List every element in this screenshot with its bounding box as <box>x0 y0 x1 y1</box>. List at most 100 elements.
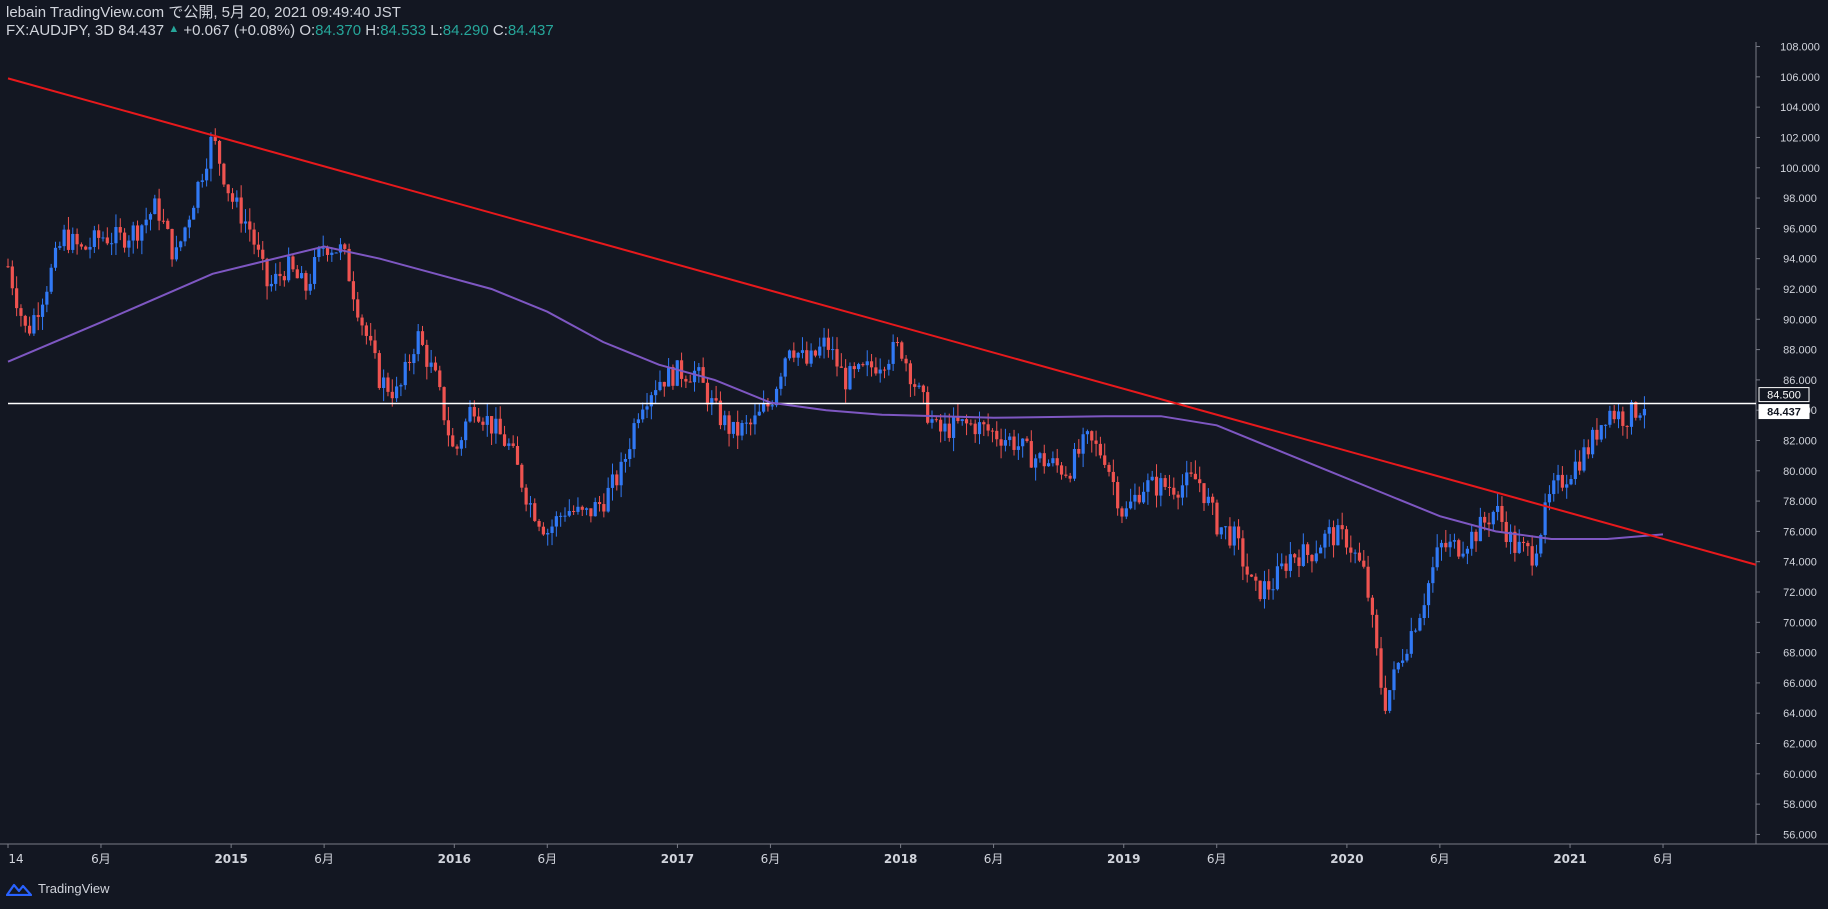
candle-body <box>567 511 571 516</box>
candle-body <box>869 361 874 368</box>
candle-body <box>338 244 343 253</box>
up-triangle-icon: ▲ <box>168 23 180 35</box>
candle-body <box>1383 687 1387 711</box>
candle-body <box>593 502 597 517</box>
candle-body <box>1375 614 1379 649</box>
candle-body <box>1388 690 1392 711</box>
candle-body <box>1435 547 1439 568</box>
candle-body <box>1042 453 1046 467</box>
candle-body <box>619 461 623 486</box>
candle-body <box>796 352 800 358</box>
candle-body <box>351 281 356 300</box>
candle-body <box>766 403 770 407</box>
candle-body <box>969 423 973 425</box>
footer: TradingView <box>6 881 110 896</box>
candle-body <box>75 233 79 245</box>
candle-body <box>1534 553 1539 566</box>
candle-body <box>325 247 330 255</box>
candlesticks <box>6 128 1647 715</box>
x-tick-label: 6月 <box>537 852 557 866</box>
candle-body <box>1077 448 1081 454</box>
candle-body <box>1543 502 1547 535</box>
y-tick-label: 64.000 <box>1783 708 1817 720</box>
candle-body <box>312 257 317 284</box>
candle-body <box>1444 542 1448 548</box>
price-axis[interactable]: 56.000 58.000 60.000 62.000 64.000 66.000 68.0… <box>1756 42 1820 842</box>
candle-body <box>654 390 658 396</box>
candle-body <box>58 246 62 248</box>
candle-body <box>1603 424 1608 426</box>
candle-body <box>770 405 774 407</box>
candle-body <box>1349 547 1353 553</box>
candle-body <box>1267 581 1271 590</box>
candle-body <box>1129 501 1133 509</box>
candle-body <box>174 247 178 260</box>
candle-body <box>1275 566 1280 590</box>
candle-body <box>684 378 688 382</box>
candle-body <box>874 367 878 374</box>
candle-body <box>36 315 40 317</box>
candle-body <box>1280 563 1284 567</box>
candle-body <box>1068 475 1072 479</box>
candle-body <box>1500 505 1504 522</box>
candle-body <box>295 269 299 279</box>
candle-body <box>1185 472 1189 486</box>
y-tick-label: 98.000 <box>1783 193 1817 205</box>
y-tick-label: 72.000 <box>1783 587 1817 599</box>
candle-body <box>110 243 114 245</box>
x-tick-label: 6月 <box>984 852 1004 866</box>
candle-body <box>1211 496 1215 503</box>
candle-body <box>520 464 524 488</box>
candle-body <box>1301 544 1305 566</box>
price-label: 84.500 <box>1767 390 1801 402</box>
candle-body <box>1293 554 1297 558</box>
high-label: H: <box>365 22 381 39</box>
candle-body <box>1582 447 1586 471</box>
candle-body <box>481 421 485 425</box>
tradingview-logo-icon <box>6 883 32 896</box>
candle-body <box>1366 566 1370 598</box>
candle-body <box>416 331 420 355</box>
candle-body <box>1306 544 1310 555</box>
candle-body <box>606 487 610 512</box>
candle-body <box>939 419 943 432</box>
candle-body <box>986 424 990 431</box>
candle-body <box>148 214 153 220</box>
candle-body <box>1059 465 1064 475</box>
y-tick-label: 96.000 <box>1783 223 1817 235</box>
candle-body <box>274 273 278 284</box>
candle-body <box>563 515 567 517</box>
candle-body <box>1167 486 1172 488</box>
time-axis[interactable]: 14 6月 2015 6月 2016 6月 2017 6月 2018 6月 2019 6月 2020 6月… <box>7 844 1673 866</box>
candle-body <box>1288 554 1292 571</box>
candle-body <box>1159 478 1163 496</box>
candle-body <box>973 423 977 435</box>
candle-body <box>692 370 697 383</box>
candle-body <box>908 363 913 385</box>
candle-body <box>1599 425 1603 440</box>
candle-body <box>507 443 511 446</box>
last-price: 84.437 <box>118 22 165 39</box>
candle-body <box>170 228 174 260</box>
y-tick-label: 108.000 <box>1780 42 1820 54</box>
candle-body <box>489 416 494 434</box>
candle-body <box>464 421 468 441</box>
axes <box>0 42 1828 845</box>
symbol-label: FX:AUDJPY, 3D <box>6 22 115 39</box>
candle-body <box>757 411 761 416</box>
candle-body <box>1189 472 1193 474</box>
open-value: 84.370 <box>315 22 362 39</box>
x-tick-label: 14 <box>8 852 23 866</box>
candle-body <box>179 241 183 248</box>
candle-body <box>999 439 1003 446</box>
candle-body <box>494 418 498 434</box>
candle-body <box>1103 455 1107 465</box>
candle-body <box>645 406 649 410</box>
candle-body <box>749 422 753 425</box>
candle-body <box>1556 474 1560 481</box>
candle-body <box>105 237 109 244</box>
candle-body <box>982 422 986 425</box>
candle-body <box>1560 474 1564 488</box>
candle-body <box>1124 508 1128 517</box>
